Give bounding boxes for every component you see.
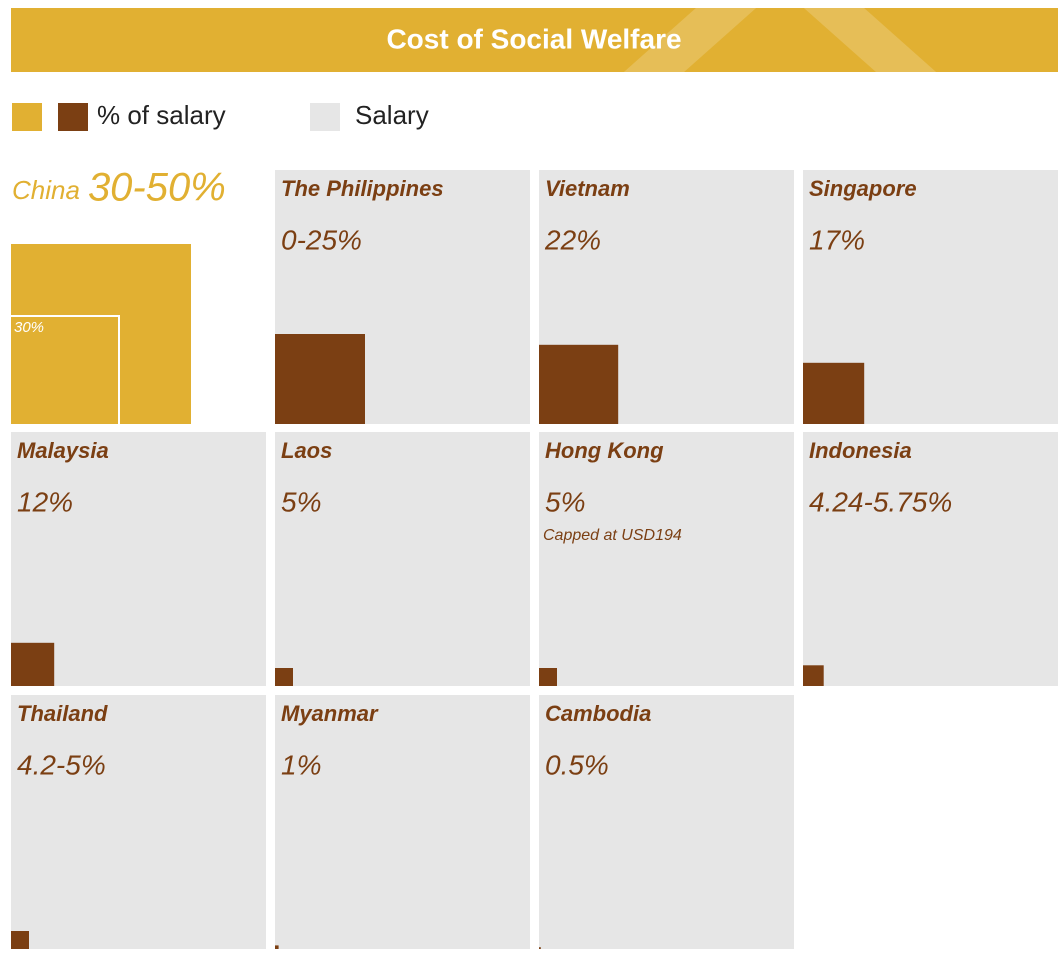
tile-name: Indonesia: [809, 438, 912, 463]
tile: [275, 695, 530, 949]
square: [539, 668, 557, 686]
tile-value: 4.24-5.75%: [809, 486, 952, 517]
tile-note: Capped at USD194: [543, 527, 682, 544]
tile-value: 5%: [281, 486, 321, 517]
tile: [803, 432, 1058, 686]
legend-swatch: [58, 103, 88, 131]
tile-value: 5%: [545, 486, 585, 517]
tile-value: 4.2-5%: [17, 749, 106, 780]
tile-name: Singapore: [809, 176, 917, 201]
title-bar: [11, 8, 1058, 72]
square: [275, 945, 279, 949]
tile-name: The Philippines: [281, 176, 444, 201]
square: [11, 244, 191, 424]
tile-value: 12%: [17, 486, 73, 517]
tile: [275, 432, 530, 686]
square: [539, 344, 619, 424]
tile-name: Laos: [281, 438, 332, 463]
tile-value: 0.5%: [545, 749, 609, 780]
tile-value: 30-50%: [88, 166, 226, 210]
tile-name: Cambodia: [545, 701, 651, 726]
square: [275, 334, 365, 424]
marker-label: 30%: [14, 319, 44, 336]
tile-value: 17%: [809, 224, 865, 255]
tile-name: Myanmar: [281, 701, 379, 726]
square: [803, 665, 824, 686]
tile-value: 1%: [281, 749, 321, 780]
tile-value: 22%: [544, 224, 601, 255]
legend-swatch: [310, 103, 340, 131]
legend-label: Salary: [355, 100, 429, 130]
square: [539, 947, 541, 949]
square: [803, 362, 865, 424]
marker-outline: [11, 315, 120, 424]
square: [11, 642, 55, 686]
tile-name: Hong Kong: [545, 438, 664, 463]
tile-value: 0-25%: [281, 224, 362, 255]
legend-swatch: [12, 103, 42, 131]
tile-name: Vietnam: [545, 176, 630, 201]
tile: [11, 695, 266, 949]
tile: [539, 432, 794, 686]
watermark: [547, 0, 1013, 140]
legend-label: % of salary: [97, 100, 226, 130]
tile-name: Thailand: [17, 701, 108, 726]
tile-name: Malaysia: [17, 438, 109, 463]
square: [275, 668, 293, 686]
tile-name: China: [12, 175, 80, 205]
chart-title: Cost of Social Welfare: [386, 23, 681, 54]
square: [11, 931, 29, 949]
tile: [539, 695, 794, 949]
